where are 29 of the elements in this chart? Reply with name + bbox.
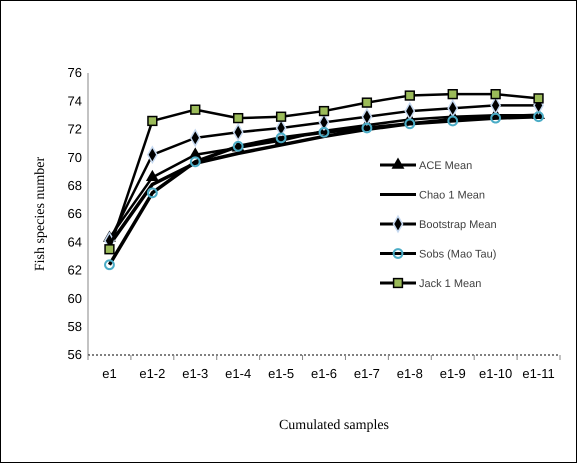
x-tick-label: e1-9 [440, 366, 466, 382]
y-tick-label: 72 [68, 122, 82, 137]
legend-label: Sobs (Mao Tau) [419, 248, 496, 260]
legend-label: Chao 1 Mean [419, 190, 486, 202]
y-axis-title: Fish species number [33, 156, 48, 272]
y-tick-label: 66 [68, 206, 82, 222]
y-tick-label: 58 [68, 318, 82, 334]
x-tick-label: e1-10 [479, 366, 512, 382]
x-tick-label: e1-5 [268, 366, 294, 382]
y-tick-label: 60 [68, 290, 82, 306]
y-tick-label: 56 [68, 347, 82, 362]
legend-label: Jack 1 Mean [419, 278, 482, 290]
y-tick-label: 62 [68, 262, 82, 278]
x-tick-label: e1-7 [354, 366, 380, 382]
x-tick-label: e1-3 [182, 366, 208, 382]
x-axis-title: Cumulated samples [278, 418, 390, 433]
y-tick-label: 70 [68, 150, 82, 165]
y-tick-label: 68 [68, 178, 82, 193]
x-tick-label: e1 [102, 366, 117, 382]
y-tick-label: 76 [68, 65, 82, 80]
x-tick-label: e1-2 [139, 366, 166, 382]
x-tick-label: e1-4 [225, 366, 252, 382]
y-tick-label: 74 [68, 93, 82, 108]
x-tick-label: e1-6 [310, 366, 338, 382]
x-tick-label: e1-11 [522, 366, 555, 382]
legend-label: Bootstrap Mean [419, 219, 497, 231]
y-tick-label: 64 [68, 234, 82, 250]
x-tick-label: e1-8 [396, 366, 423, 382]
legend-label: ACE Mean [419, 160, 472, 172]
